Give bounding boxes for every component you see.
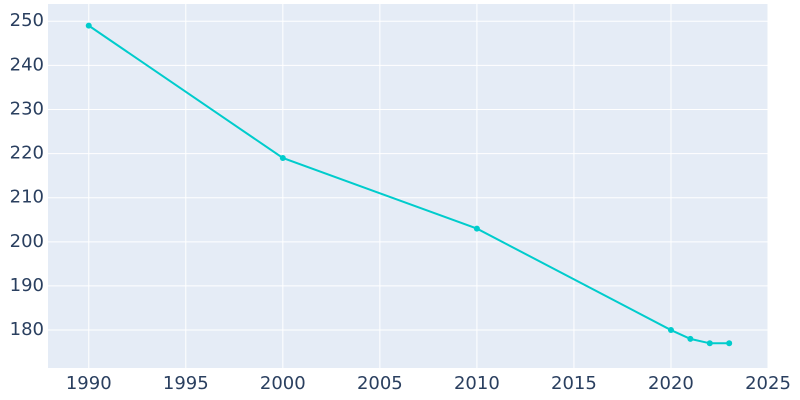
x-tick-label: 2025 <box>745 373 791 394</box>
point <box>667 327 674 334</box>
x-tick-label: 2020 <box>648 373 694 394</box>
y-tick-label: 210 <box>10 187 44 208</box>
y-tick-label: 190 <box>10 275 44 296</box>
point <box>473 225 480 232</box>
y-tick-label: 240 <box>10 54 44 75</box>
point <box>706 340 713 347</box>
x-tick-label: 1995 <box>163 373 209 394</box>
point <box>279 154 286 161</box>
y-tick-label: 230 <box>10 98 44 119</box>
y-tick-label: 200 <box>10 231 44 252</box>
point <box>687 335 694 342</box>
point <box>726 340 733 347</box>
x-tick-label: 2000 <box>260 373 306 394</box>
x-tick-label: 1990 <box>66 373 112 394</box>
y-tick-label: 180 <box>10 319 44 340</box>
point <box>85 22 92 29</box>
y-tick-label: 220 <box>10 143 44 164</box>
x-tick-label: 2005 <box>357 373 403 394</box>
x-tick-label: 2010 <box>454 373 500 394</box>
plot-area <box>48 4 768 368</box>
x-tick-label: 2015 <box>551 373 597 394</box>
y-tick-label: 250 <box>10 10 44 31</box>
